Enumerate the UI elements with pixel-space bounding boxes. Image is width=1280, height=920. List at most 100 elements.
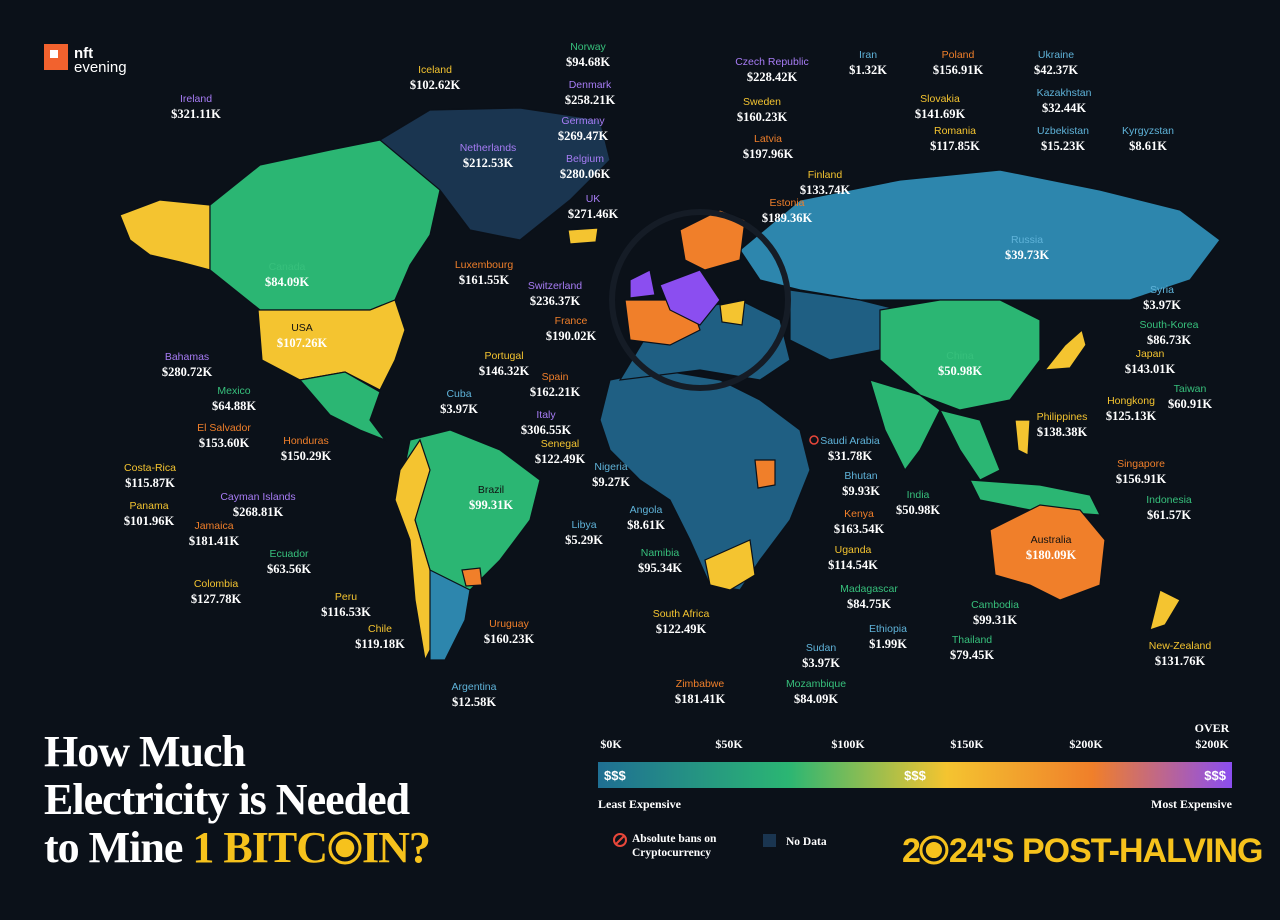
country-name: Iran bbox=[859, 49, 877, 61]
country-cost: $60.91K bbox=[1168, 397, 1212, 411]
country-name: Luxembourg bbox=[455, 259, 514, 271]
country-label: Luxembourg $161.55K bbox=[455, 259, 514, 287]
country-name: China bbox=[946, 350, 974, 362]
country-cost: $1.99K bbox=[869, 637, 907, 651]
country-name: Cuba bbox=[446, 388, 471, 400]
country-cost: $99.31K bbox=[973, 613, 1017, 627]
country-cost: $280.06K bbox=[560, 167, 611, 181]
country-label: Slovakia $141.69K bbox=[915, 93, 966, 121]
world-map bbox=[119, 107, 1221, 662]
legend-no-data: No Data bbox=[786, 836, 827, 848]
country-label: Philippines $138.38K bbox=[1037, 411, 1088, 439]
logo-text: nft bbox=[74, 45, 93, 62]
country-name: Ireland bbox=[180, 93, 212, 105]
country-label: El Salvador $153.60K bbox=[197, 422, 251, 450]
country-cost: $8.61K bbox=[1129, 139, 1167, 153]
country-label: South-Korea $86.73K bbox=[1140, 319, 1199, 347]
country-name: France bbox=[555, 315, 588, 327]
country-cost: $64.88K bbox=[212, 399, 256, 413]
country-label: Portugal $146.32K bbox=[479, 350, 530, 378]
country-cost: $122.49K bbox=[656, 622, 707, 636]
ban-icon bbox=[615, 835, 625, 845]
country-label: Cuba $3.97K bbox=[440, 388, 478, 416]
country-label: Belgium $280.06K bbox=[560, 153, 611, 181]
country-cost: $127.78K bbox=[191, 592, 242, 606]
country-label: Australia $180.09K bbox=[1026, 534, 1077, 562]
country-name: Kyrgyzstan bbox=[1122, 125, 1174, 137]
country-cost: $9.27K bbox=[592, 475, 630, 489]
country-name: Brazil bbox=[478, 484, 504, 496]
country-label: USA $107.26K bbox=[277, 322, 328, 350]
country-label: Singapore $156.91K bbox=[1116, 458, 1167, 486]
country-cost: $3.97K bbox=[1143, 298, 1181, 312]
country-name: Bahamas bbox=[165, 351, 209, 363]
coin-core bbox=[925, 841, 942, 859]
country-cost: $190.02K bbox=[546, 329, 597, 343]
country-cost: $163.54K bbox=[834, 522, 885, 536]
legend-scale-label: $150K bbox=[950, 737, 984, 751]
country-cost: $122.49K bbox=[535, 452, 586, 466]
country-name: Costa-Rica bbox=[124, 462, 176, 474]
country-label: Thailand $79.45K bbox=[950, 634, 994, 662]
country-name: Poland bbox=[942, 49, 975, 61]
country-label: Peru $116.53K bbox=[321, 591, 371, 619]
country-name: USA bbox=[291, 322, 313, 334]
legend-scale-label: $50K bbox=[715, 737, 743, 751]
country-label: Latvia $197.96K bbox=[743, 133, 794, 161]
country-cost: $95.34K bbox=[638, 561, 682, 575]
country-cost: $258.21K bbox=[565, 93, 616, 107]
country-label: Uruguay $160.23K bbox=[484, 618, 535, 646]
country-name: Uruguay bbox=[489, 618, 529, 630]
country-label: Namibia $95.34K bbox=[638, 547, 682, 575]
country-cost: $161.55K bbox=[459, 273, 510, 287]
country-label: Iran $1.32K bbox=[849, 49, 887, 77]
country-name: Russia bbox=[1011, 234, 1043, 246]
legend-icon: $$$ bbox=[904, 768, 926, 783]
country-cost: $133.74K bbox=[800, 183, 851, 197]
country-label: Uzbekistan $15.23K bbox=[1037, 125, 1089, 153]
country-label: Cayman Islands $268.81K bbox=[220, 491, 295, 519]
country-label: Finland $133.74K bbox=[800, 169, 851, 197]
country-name: Cayman Islands bbox=[220, 491, 295, 503]
country-cost: $61.57K bbox=[1147, 508, 1191, 522]
logo-text: evening bbox=[74, 59, 127, 76]
country-label: Bahamas $280.72K bbox=[162, 351, 213, 379]
country-label: Costa-Rica $115.87K bbox=[124, 462, 176, 490]
country-label: Germany $269.47K bbox=[558, 115, 609, 143]
country-label: Syria $3.97K bbox=[1143, 284, 1181, 312]
country-name: India bbox=[907, 489, 930, 501]
country-label: Colombia $127.78K bbox=[191, 578, 242, 606]
country-name: Peru bbox=[335, 591, 357, 603]
country-name: Cambodia bbox=[971, 599, 1019, 611]
legend-ban: Absolute bans on Cryptocurrency bbox=[632, 833, 717, 859]
country-label: Japan $143.01K bbox=[1125, 348, 1176, 376]
country-name: Philippines bbox=[1037, 411, 1088, 423]
country-name: Ethiopia bbox=[869, 623, 907, 635]
country-name: El Salvador bbox=[197, 422, 251, 434]
country-cost: $86.73K bbox=[1147, 333, 1191, 347]
country-cost: $99.31K bbox=[469, 498, 513, 512]
country-label: Ireland $321.11K bbox=[171, 93, 221, 121]
country-name: Netherlands bbox=[460, 142, 517, 154]
title-highlight: IN? bbox=[362, 823, 430, 872]
country-label: Madagascar $84.75K bbox=[840, 583, 898, 611]
country-name: Australia bbox=[1031, 534, 1072, 546]
country-name: Sudan bbox=[806, 642, 837, 654]
coin bbox=[919, 835, 949, 865]
country-name: Madagascar bbox=[840, 583, 898, 595]
country-label: Chile $119.18K bbox=[355, 623, 405, 651]
country-cost: $8.61K bbox=[627, 518, 665, 532]
country-name: Belgium bbox=[566, 153, 604, 165]
country-label: Taiwan $60.91K bbox=[1168, 383, 1212, 411]
country-label: Romania $117.85K bbox=[930, 125, 980, 153]
badge: 24'S POST-HALVING bbox=[949, 832, 1263, 870]
country-cost: $141.69K bbox=[915, 107, 966, 121]
country-cost: $156.91K bbox=[933, 63, 984, 77]
country-cost: $50.98K bbox=[896, 503, 940, 517]
legend-bar bbox=[598, 762, 1232, 788]
country-cost: $84.75K bbox=[847, 597, 891, 611]
legend-scale-label: $200K bbox=[1069, 737, 1103, 751]
country-name: Czech Republic bbox=[735, 56, 809, 68]
legend-scale-label: $0K bbox=[600, 737, 622, 751]
country-name: Singapore bbox=[1117, 458, 1165, 470]
